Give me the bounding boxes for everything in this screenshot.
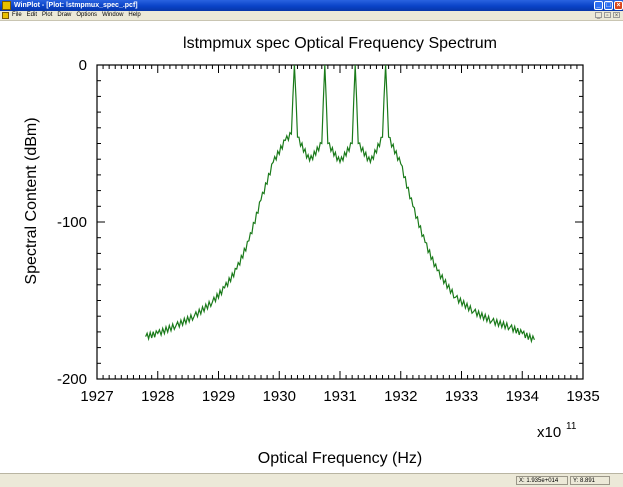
status-y-readout: Y: 8.891 (570, 476, 610, 485)
status-x-readout: X: 1.935e+014 (516, 476, 568, 485)
x-tick-label: 1929 (202, 388, 235, 405)
title-bar: WinPlot - [Plot: lstmpmux_spec_.pcf] _ □… (0, 0, 623, 11)
document-icon[interactable] (2, 12, 9, 19)
x-tick-label: 1934 (506, 388, 539, 405)
menu-plot[interactable]: Plot (42, 12, 53, 18)
x-tick-label: 1930 (263, 388, 296, 405)
plot-canvas[interactable]: lstmpmux spec Optical Frequency Spectrum… (0, 21, 623, 473)
y-axis-label: Spectral Content (dBm) (23, 117, 40, 284)
menu-window[interactable]: Window (102, 12, 124, 18)
x-axis-label: Optical Frequency (Hz) (258, 450, 423, 467)
menu-items: File Edit Plot Draw Options Window Help (12, 11, 141, 20)
doc-minimize-button[interactable]: _ (595, 12, 602, 19)
axis-ticks (96, 64, 584, 380)
close-button[interactable]: × (614, 1, 623, 10)
status-bar: X: 1.935e+014 Y: 8.891 (0, 473, 623, 487)
y-tick-label: -200 (57, 371, 87, 388)
menu-draw[interactable]: Draw (57, 12, 72, 18)
chart-title: lstmpmux spec Optical Frequency Spectrum (183, 35, 497, 52)
x-multiplier: x10 (537, 424, 561, 441)
window-title: WinPlot - [Plot: lstmpmux_spec_.pcf] (14, 2, 138, 9)
menu-file[interactable]: File (12, 12, 22, 18)
axis-tick-labels: 1927 1928 1929 1930 1931 1932 1933 1934 1935 0 -10… (57, 57, 600, 405)
y-tick-label: 0 (79, 57, 87, 74)
maximize-button[interactable]: □ (604, 1, 613, 10)
y-tick-label: -100 (57, 214, 87, 231)
minimize-button[interactable]: _ (594, 1, 603, 10)
x-tick-label: 1927 (80, 388, 113, 405)
menu-bar: File Edit Plot Draw Options Window Help … (0, 11, 623, 21)
doc-restore-button[interactable]: ▫ (604, 12, 611, 19)
x-tick-label: 1932 (384, 388, 417, 405)
x-tick-label: 1933 (445, 388, 478, 405)
spectrum-line (145, 64, 535, 344)
x-multiplier-exponent: 11 (566, 421, 577, 432)
x-tick-label: 1928 (141, 388, 174, 405)
x-tick-label: 1935 (566, 388, 599, 405)
menu-help[interactable]: Help (128, 12, 141, 18)
menu-options[interactable]: Options (76, 12, 98, 18)
plot-frame (96, 64, 584, 380)
winplot-app-icon[interactable] (2, 1, 11, 10)
doc-close-button[interactable]: × (613, 12, 620, 19)
x-tick-label: 1931 (323, 388, 356, 405)
menu-edit[interactable]: Edit (26, 12, 38, 18)
